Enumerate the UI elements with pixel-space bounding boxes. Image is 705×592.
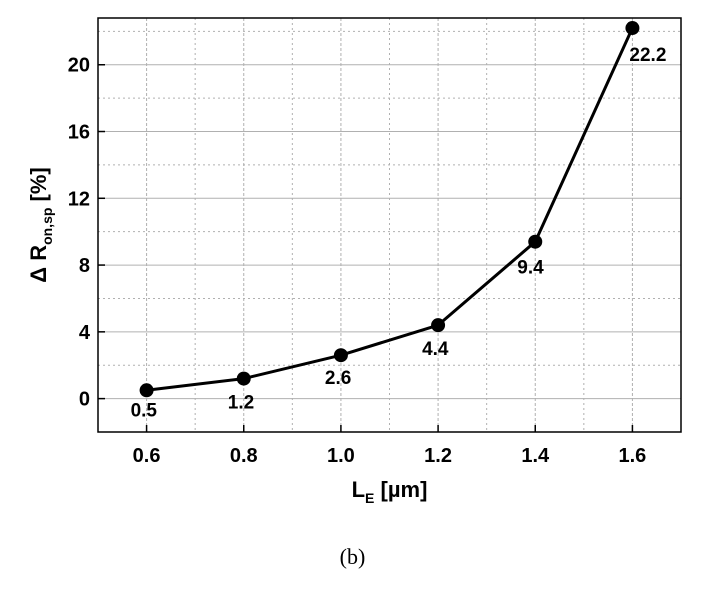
series-line [146, 27, 634, 392]
x-axis-title-rest: [µm] [374, 477, 427, 502]
data-point [625, 21, 640, 36]
y-tick-label: 0 [79, 389, 90, 411]
x-tick-label: 1.4 [521, 445, 550, 467]
data-label: 2.6 [325, 368, 351, 389]
data-label: 9.4 [517, 258, 544, 279]
x-tick-label: 1.2 [424, 445, 452, 467]
y-tick-label: 20 [68, 55, 90, 77]
y-axis-title-sub: on,sp [39, 208, 55, 245]
x-axis-title-main: L [352, 477, 365, 502]
x-tick-label: 0.8 [230, 445, 258, 467]
data-label: 22.2 [629, 45, 666, 66]
data-series [139, 21, 640, 398]
y-tick-label: 4 [79, 322, 91, 344]
data-label: 0.5 [131, 400, 158, 421]
grid [97, 18, 682, 432]
data-point [528, 234, 543, 249]
y-tick-label: 12 [68, 188, 90, 210]
data-label: 1.2 [228, 393, 254, 414]
figure-caption: (b) [339, 544, 366, 569]
data-point [139, 383, 154, 398]
x-tick-label: 0.6 [133, 445, 161, 467]
y-tick-label: 16 [68, 122, 90, 144]
plot-frame [97, 17, 682, 433]
axis-ticks: 0.6 0.8 1.0 1.2 1.4 1.6 0 4 8 12 16 20 [68, 55, 647, 467]
x-tick-label: 1.0 [327, 445, 355, 467]
y-axis-title-rest: [%] [26, 167, 51, 207]
data-label: 4.4 [422, 339, 449, 360]
line-chart: 0.6 0.8 1.0 1.2 1.4 1.6 0 4 8 12 16 20 0.5 1.2 2.6 4.4… [26, 17, 682, 506]
y-axis-title: Δ Ron,sp [%] [26, 167, 55, 282]
y-axis-title-main: Δ R [26, 245, 51, 283]
data-point [333, 348, 348, 363]
x-axis-title: LE [µm] [352, 477, 428, 506]
data-point [236, 371, 251, 386]
y-tick-label: 8 [79, 255, 90, 277]
data-labels: 0.5 1.2 2.6 4.4 9.4 22.2 [131, 45, 667, 421]
data-point [431, 318, 446, 333]
x-tick-label: 1.6 [619, 445, 647, 467]
x-axis-title-sub: E [365, 490, 374, 506]
